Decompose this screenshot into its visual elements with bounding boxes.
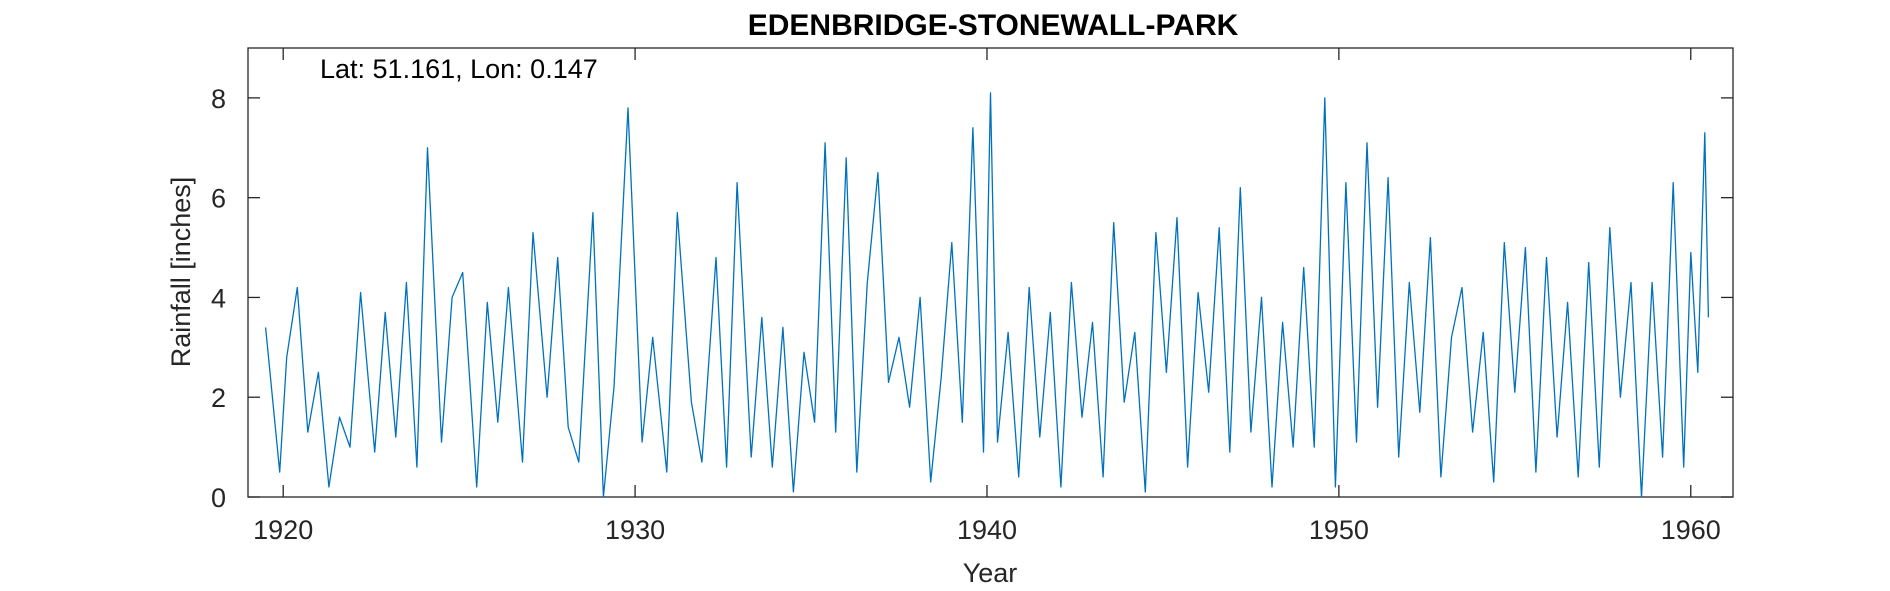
lat-lon-annotation: Lat: 51.161, Lon: 0.147	[320, 54, 598, 84]
chart-title: EDENBRIDGE-STONEWALL-PARK	[748, 9, 1239, 42]
x-tick-label: 1930	[605, 515, 665, 545]
y-axis: 0 2 4 6 8	[211, 84, 1733, 513]
y-axis-label: Rainfall [inches]	[166, 177, 196, 368]
x-tick-label: 1940	[957, 515, 1017, 545]
rainfall-series-line	[264, 92, 1710, 498]
y-tick-label: 6	[211, 184, 226, 214]
y-tick-label: 4	[211, 283, 226, 313]
y-tick-label: 2	[211, 383, 226, 413]
y-tick-label: 0	[211, 483, 226, 513]
x-axis: 1920 1930 1940 1950 1960	[253, 48, 1721, 545]
y-tick-label: 8	[211, 84, 226, 114]
plot-area: 1920 1930 1940 1950 1960 0 2 4 6 8	[211, 47, 1734, 545]
x-tick-label: 1920	[253, 515, 313, 545]
x-tick-label: 1960	[1661, 515, 1721, 545]
x-axis-label: Year	[963, 558, 1018, 588]
x-tick-label: 1950	[1309, 515, 1369, 545]
